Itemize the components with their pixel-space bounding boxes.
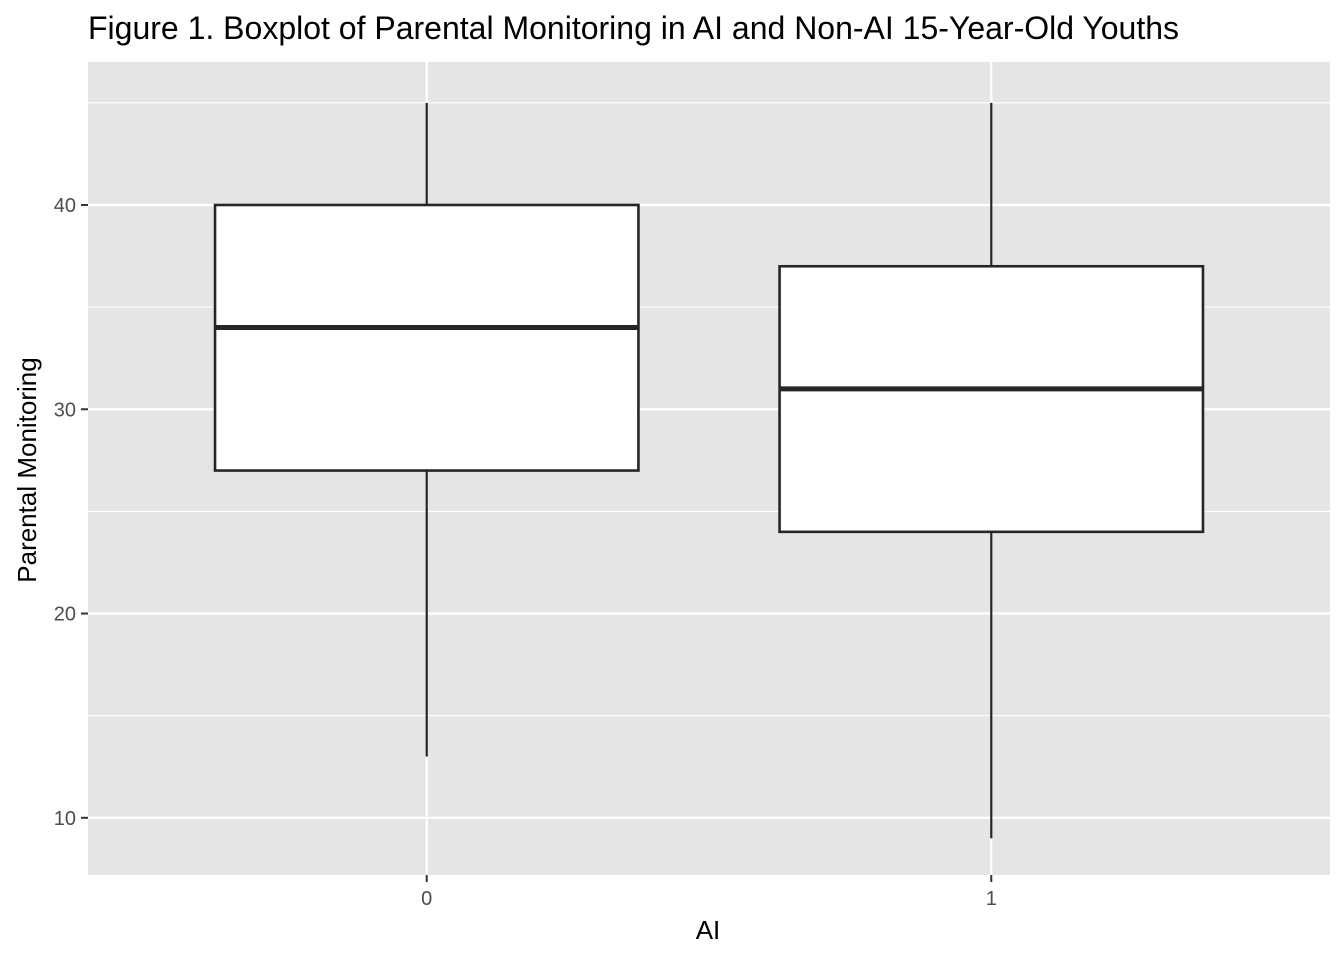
y-tick-label: 20 [54,604,76,626]
x-axis-title: AI [696,915,721,945]
x-tick-label: 0 [421,888,432,910]
y-tick-label: 40 [54,195,76,217]
box-iqr [778,264,1205,534]
y-tick-label: 10 [54,808,76,830]
y-tick-label: 30 [54,399,76,421]
y-axis-title: Parental Monitoring [12,357,42,582]
box-1 [778,102,1205,839]
boxes [213,102,1205,839]
box-0 [213,102,640,757]
chart-title: Figure 1. Boxplot of Parental Monitoring… [88,10,1179,46]
x-tick-label: 1 [986,888,997,910]
box-iqr [213,203,640,472]
y-axis: 10 20 30 40 [54,195,88,830]
